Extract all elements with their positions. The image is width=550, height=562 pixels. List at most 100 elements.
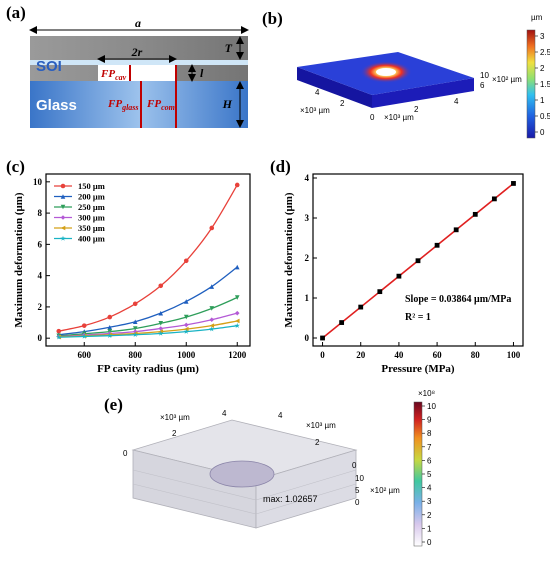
e-max-label: max: 1.02657 <box>263 494 318 504</box>
d-x-tick-label: 20 <box>356 350 366 360</box>
b-x-tick-4: 4 <box>454 97 459 106</box>
panel-e-3d-plot: max: 1.02657 ×10³ µm 4 2 0 4 ×10³ µm 2 0… <box>123 389 436 547</box>
d-data-point <box>434 242 440 248</box>
c-data-point <box>183 314 189 320</box>
c-data-point <box>132 319 138 325</box>
c-data-point <box>234 182 240 188</box>
b-colorbar-tick-label: 2 <box>540 64 545 73</box>
c-series-line <box>58 266 238 336</box>
c-legend-label: 200 μm <box>78 192 105 202</box>
b-x-tick-0: 0 <box>370 113 375 122</box>
panel-label-d: (d) <box>270 157 291 176</box>
d-data-point <box>377 289 383 295</box>
panel-label-c: (c) <box>6 157 25 176</box>
b-colorbar-tick-label: 0.5 <box>540 112 550 121</box>
e-colorbar-tick-label: 6 <box>427 456 432 465</box>
fp-cavity <box>98 65 176 81</box>
dim-H-label: H <box>222 97 233 111</box>
chart-d-xlabel: Pressure (MPa) <box>381 363 455 375</box>
c-data-point <box>234 264 240 270</box>
e-colorbar-tick-label: 4 <box>427 484 432 493</box>
c-data-point <box>158 310 164 316</box>
fp-cav-label: FPcav <box>100 68 127 82</box>
e-tl-tick-0: 0 <box>123 449 128 458</box>
c-data-point <box>107 332 113 338</box>
c-data-point <box>107 324 113 330</box>
d-data-point <box>415 258 421 264</box>
d-data-point <box>320 335 325 341</box>
b-colorbar-tick-label: 2.5 <box>540 48 550 57</box>
c-legend-marker <box>60 225 66 231</box>
c-y-tick-label: 10 <box>33 177 43 187</box>
b-x-axis-label: ×10³ µm <box>384 113 414 122</box>
c-data-point <box>132 301 138 307</box>
e-z-axis-label: ×10² µm <box>370 486 400 495</box>
c-data-point <box>183 328 189 334</box>
e-tl-tick-2: 2 <box>172 429 177 438</box>
e-z-tick-5: 5 <box>355 486 360 495</box>
c-legend-label: 400 μm <box>78 234 105 244</box>
e-colorbar-exponent: ×10⁸ <box>418 389 435 398</box>
c-data-point <box>56 328 62 334</box>
b-colorbar-tick-label: 3 <box>540 32 545 41</box>
layer-soi-label: SOI <box>36 58 62 75</box>
c-data-point <box>81 333 87 339</box>
c-data-point <box>209 323 215 328</box>
soi-oxide-line <box>30 60 248 65</box>
e-cavity-disk <box>209 460 275 488</box>
b-z-tick-6: 6 <box>480 81 485 90</box>
b-colorbar <box>526 29 536 139</box>
b-colorbar-unit: µm <box>531 13 543 22</box>
c-data-point <box>158 321 164 326</box>
dim-l-label: l <box>200 66 204 80</box>
d-x-tick-label: 80 <box>471 350 481 360</box>
c-data-point <box>158 330 164 336</box>
e-colorbar-tick-label: 10 <box>427 402 436 411</box>
e-colorbar-tick-label: 3 <box>427 497 432 506</box>
d-data-point <box>491 196 497 202</box>
e-tr-tick-0: 0 <box>352 461 357 470</box>
d-x-tick-label: 0 <box>320 350 325 360</box>
chart-d-r2-annotation: R² = 1 <box>405 312 431 323</box>
fp-glass-label: FPglass <box>107 98 139 112</box>
fp-com-label: FPcom <box>146 98 175 112</box>
e-colorbar-tick-label: 7 <box>427 443 432 452</box>
plate-side-left <box>297 67 372 108</box>
e-colorbar <box>413 401 423 547</box>
dim-a-label: a <box>135 16 141 30</box>
c-y-tick-label: 0 <box>38 333 43 343</box>
c-y-tick-label: 8 <box>38 208 43 218</box>
e-colorbar-tick-label: 5 <box>427 470 432 479</box>
b-z-axis-label: ×10² µm <box>492 75 522 84</box>
e-tr-axis-label: ×10³ µm <box>306 421 336 430</box>
e-box-right <box>255 449 357 529</box>
panel-a-schematic: a SOI Glass 2r T l H FPcav FPglass FPcom <box>29 16 249 128</box>
d-data-point <box>396 273 402 279</box>
d-data-point <box>472 211 478 217</box>
deformation-center <box>376 68 396 76</box>
c-data-point <box>234 310 240 316</box>
c-data-point <box>183 322 189 328</box>
b-colorbar-tick-label: 1 <box>540 96 545 105</box>
d-x-tick-label: 40 <box>394 350 404 360</box>
c-data-point <box>81 323 87 328</box>
c-data-point <box>183 258 189 264</box>
c-x-tick-label: 600 <box>78 350 92 360</box>
e-z-tick-0: 0 <box>355 498 360 507</box>
c-data-point <box>183 299 189 304</box>
b-y-tick-2: 2 <box>340 99 345 108</box>
c-legend-label: 300 μm <box>78 213 105 223</box>
chart-c-frame <box>45 173 251 347</box>
c-legend-marker <box>60 215 66 220</box>
glass-layer <box>30 81 248 128</box>
c-legend-label: 350 μm <box>78 223 105 233</box>
d-y-tick-label: 3 <box>305 213 310 223</box>
c-data-point <box>132 326 138 331</box>
chart-d-frame <box>312 173 524 347</box>
b-z-tick-10: 10 <box>480 71 489 80</box>
c-data-point <box>132 329 138 334</box>
c-legend-label: 250 μm <box>78 202 105 212</box>
d-y-tick-label: 1 <box>305 293 310 303</box>
panel-b-3d-plot: 4 2 ×10³ µm 0 2 4 ×10³ µm 10 6 ×10² µm µ… <box>297 13 550 139</box>
